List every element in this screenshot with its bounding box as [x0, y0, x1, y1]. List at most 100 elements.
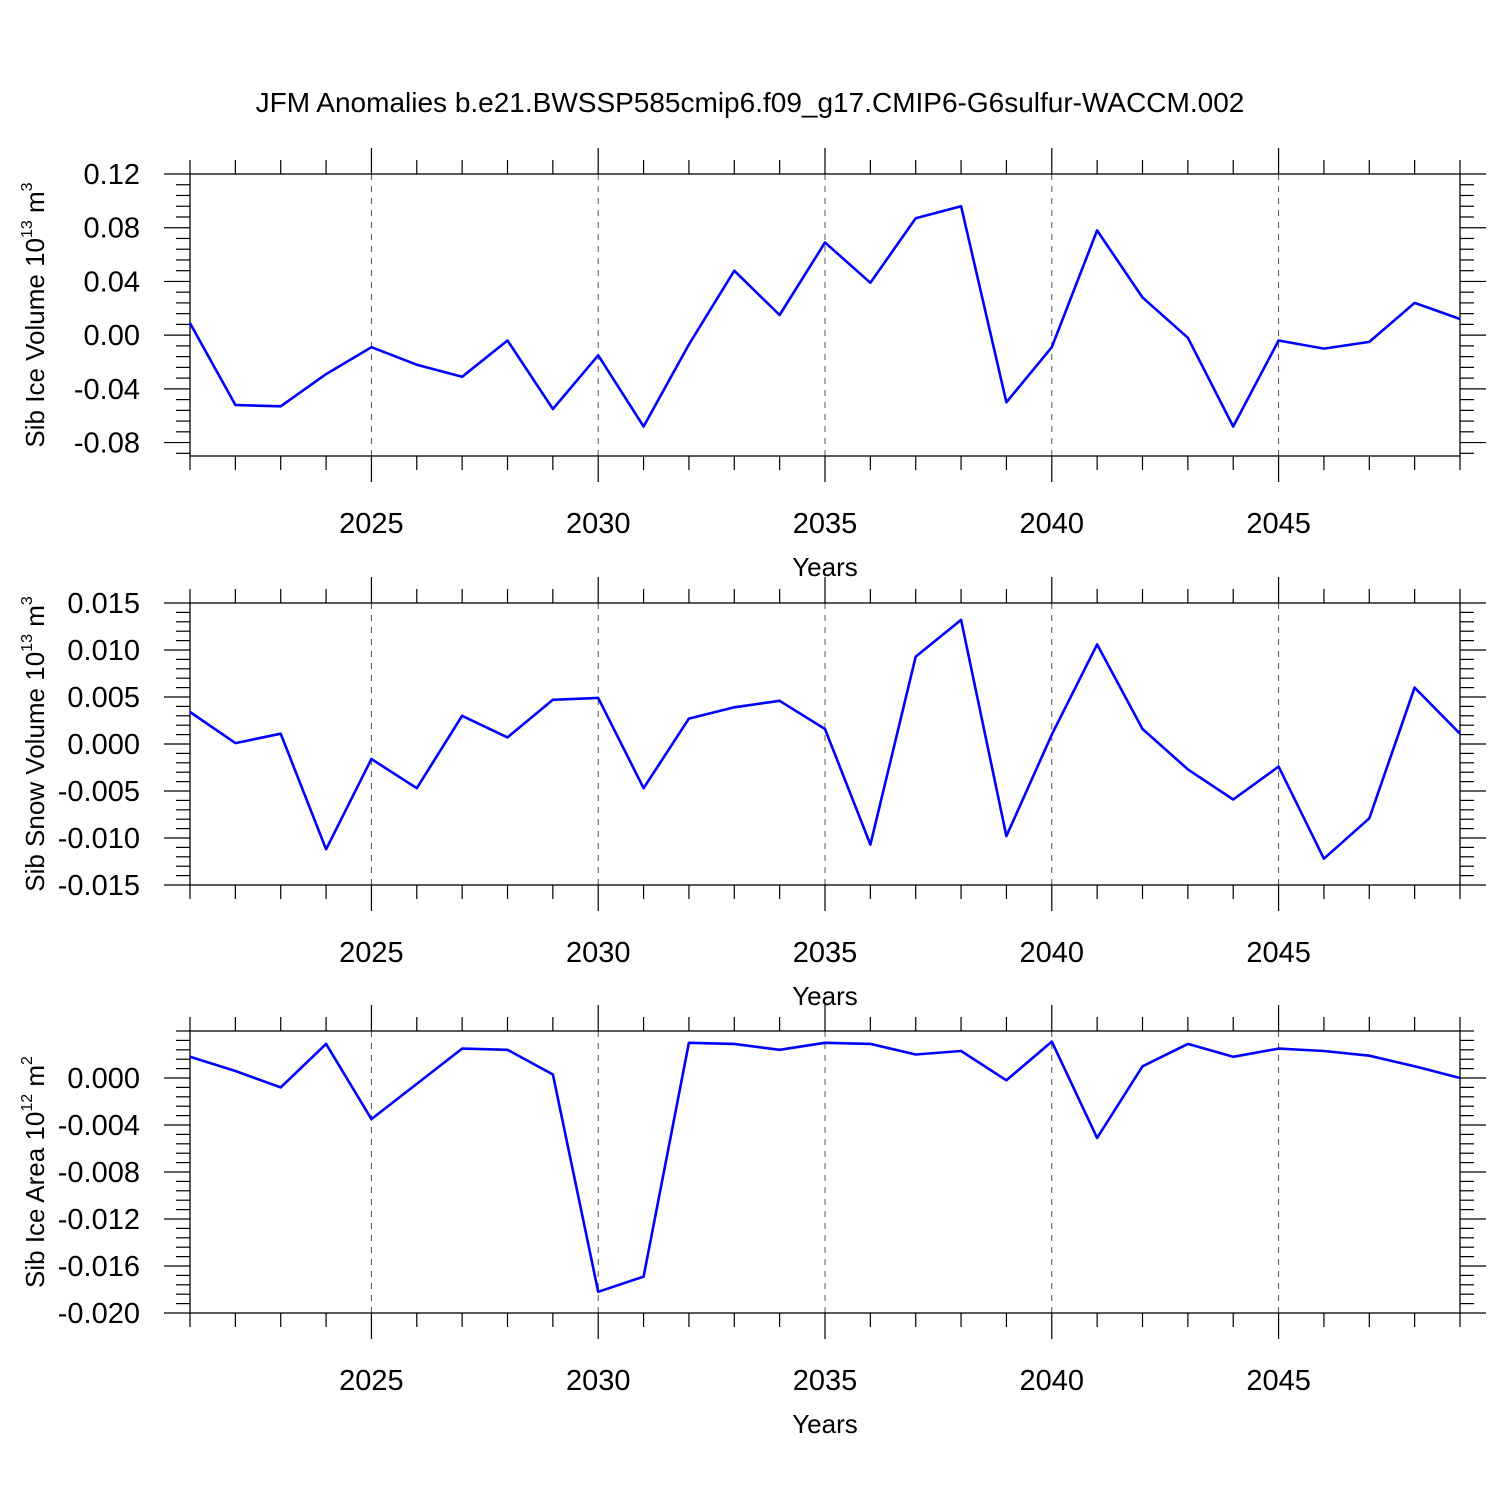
data-point [961, 206, 962, 207]
data-point [371, 759, 372, 760]
x-tick-label: 2040 [1020, 1365, 1085, 1397]
data-point [1278, 340, 1279, 341]
data-point [643, 426, 644, 427]
data-point [552, 699, 553, 700]
x-tick-label: 2045 [1246, 937, 1311, 969]
y-axis-label: Sib Ice Volume 1013 m3 [19, 182, 50, 447]
data-point [371, 347, 372, 348]
series-line [189, 618, 1461, 861]
data-point [779, 315, 780, 316]
data-point [1006, 402, 1007, 403]
data-point [734, 1043, 735, 1044]
y-axis-label: Sib Ice Area 1012 m2 [19, 1056, 50, 1288]
y-label-text: Sib Ice Volume 10 [20, 238, 50, 448]
data-point [462, 715, 463, 716]
data-point [1187, 337, 1188, 338]
data-point [1233, 799, 1234, 800]
x-tick-label: 2035 [793, 937, 858, 969]
data-point [326, 1043, 327, 1044]
series-line [189, 1040, 1461, 1294]
y-tick-label: -0.020 [58, 1298, 140, 1330]
data-point [326, 374, 327, 375]
y-tick-label: -0.010 [58, 823, 140, 855]
y-tick-label: -0.005 [58, 776, 140, 808]
y-tick-label: 0.04 [84, 266, 140, 298]
data-point [416, 1083, 417, 1084]
x-tick-label: 2025 [339, 1365, 404, 1397]
x-axis-label: Years [792, 1409, 858, 1439]
y-label-exponent: 13 [19, 634, 36, 652]
y-tick-label: -0.004 [58, 1110, 140, 1142]
data-point [462, 1048, 463, 1049]
y-label-unit: m [20, 191, 50, 220]
data-point [507, 340, 508, 341]
data-point [825, 242, 826, 243]
data-point [1278, 766, 1279, 767]
data-point [598, 355, 599, 356]
x-tick-label: 2025 [339, 508, 404, 540]
panel-3: 2025 2030 2035 2040 2045 Years -0.020 -0.016 -0.… [19, 1005, 1486, 1439]
data-point [507, 1049, 508, 1050]
data-point [280, 1087, 281, 1088]
data-point [870, 282, 871, 283]
x-tick-label: 2040 [1020, 508, 1085, 540]
y-tick-label: -0.016 [58, 1251, 140, 1283]
x-tick-label: 2025 [339, 937, 404, 969]
y-tick-label: 0.000 [67, 1063, 140, 1095]
y-label-unit-exponent: 3 [19, 182, 36, 191]
x-tick-label: 2030 [566, 1365, 631, 1397]
plot-frame [189, 1030, 1461, 1314]
data-point [1323, 1050, 1324, 1051]
data-point [1233, 1056, 1234, 1057]
data-point [1187, 1043, 1188, 1044]
y-label-exponent: 12 [19, 1094, 36, 1112]
data-point [235, 1070, 236, 1071]
y-tick-label: -0.008 [58, 1157, 140, 1189]
y-tick-label: -0.012 [58, 1204, 140, 1236]
panel-1: 2025 2030 2035 2040 2045Years-0.08-0.040.000… [19, 148, 1486, 582]
data-point [688, 718, 689, 719]
data-point [1187, 769, 1188, 770]
data-point [1097, 644, 1098, 645]
data-point [1051, 734, 1052, 735]
y-tick-label: 0.000 [67, 729, 140, 761]
x-tick-label: 2045 [1246, 508, 1311, 540]
y-label-exponent: 13 [19, 220, 36, 238]
data-point [1051, 1041, 1052, 1042]
y-label-text: Sib Snow Volume 10 [20, 652, 50, 892]
y-label-unit-exponent: 2 [19, 1056, 36, 1065]
chart-title: JFM Anomalies b.e21.BWSSP585cmip6.f09_g1… [256, 87, 1245, 118]
data-point [643, 1276, 644, 1277]
data-point [416, 364, 417, 365]
data-point [1414, 302, 1415, 303]
data-point [1414, 687, 1415, 688]
data-point [734, 707, 735, 708]
data-point [1006, 1080, 1007, 1081]
data-point [1369, 341, 1370, 342]
data-point [507, 737, 508, 738]
y-tick-label: 0.12 [84, 159, 140, 191]
data-point [280, 733, 281, 734]
data-point [552, 409, 553, 410]
data-point [416, 788, 417, 789]
data-point [1460, 319, 1461, 320]
data-point [870, 1043, 871, 1044]
y-tick-label: 0.015 [67, 588, 140, 620]
x-tick-label: 2035 [793, 1365, 858, 1397]
data-point [779, 700, 780, 701]
panel-2: 2025 2030 2035 2040 2045Years-0.015-0.010-0.… [19, 577, 1486, 1011]
data-point [462, 376, 463, 377]
data-point [371, 1119, 372, 1120]
data-point [1097, 230, 1098, 231]
y-label-unit: m [20, 605, 50, 634]
data-point [1142, 297, 1143, 298]
y-tick-label: 0.010 [67, 635, 140, 667]
series-line [188, 204, 1461, 428]
data-point [1097, 1137, 1098, 1138]
plot-frame [189, 602, 1461, 886]
data-point [688, 1042, 689, 1043]
data-point [1278, 1048, 1279, 1049]
data-point [190, 712, 191, 713]
data-point [688, 344, 689, 345]
